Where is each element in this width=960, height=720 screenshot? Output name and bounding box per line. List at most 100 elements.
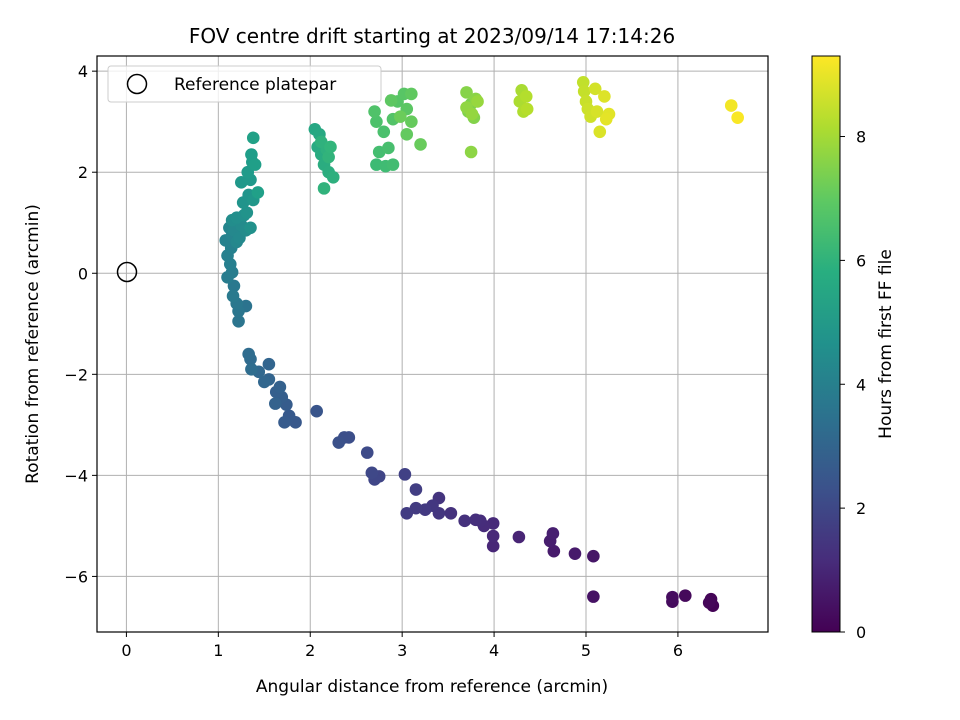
data-point bbox=[460, 86, 473, 99]
data-point bbox=[324, 140, 337, 154]
data-point bbox=[599, 112, 613, 126]
data-point bbox=[262, 357, 276, 371]
data-point bbox=[598, 90, 611, 103]
data-point bbox=[317, 182, 331, 195]
data-point bbox=[593, 125, 607, 139]
data-point bbox=[519, 90, 533, 103]
data-point bbox=[568, 547, 582, 560]
data-points bbox=[219, 75, 744, 613]
data-point bbox=[577, 85, 591, 98]
colorbar-tick-label: 6 bbox=[856, 251, 866, 270]
colorbar-tick-label: 8 bbox=[856, 128, 866, 147]
data-point bbox=[365, 466, 379, 480]
data-point bbox=[227, 279, 241, 293]
legend-label: Reference platepar bbox=[174, 75, 336, 95]
data-point bbox=[486, 539, 500, 553]
data-point bbox=[382, 141, 395, 155]
colorbar-tick-label: 4 bbox=[856, 375, 866, 394]
data-point bbox=[724, 99, 738, 112]
data-point bbox=[368, 105, 381, 118]
grid-lines bbox=[97, 56, 768, 632]
chart-title: FOV centre drift starting at 2023/09/14 … bbox=[189, 24, 675, 48]
data-point bbox=[409, 483, 423, 496]
data-point bbox=[273, 380, 287, 394]
x-tick-label: 0 bbox=[121, 641, 131, 660]
y-tick-label: −2 bbox=[64, 365, 88, 384]
data-point bbox=[587, 590, 600, 603]
legend-open-circle-icon bbox=[126, 73, 148, 95]
data-point bbox=[278, 416, 291, 429]
colorbar-tick-label: 2 bbox=[856, 499, 866, 518]
data-point bbox=[666, 590, 679, 604]
data-point bbox=[414, 138, 427, 151]
data-point bbox=[444, 506, 458, 520]
data-point bbox=[400, 128, 414, 141]
data-point bbox=[384, 94, 398, 107]
data-point bbox=[246, 131, 260, 145]
data-point bbox=[398, 468, 412, 481]
colorbar-ticks: 0 2 4 6 8 bbox=[840, 128, 866, 642]
data-point bbox=[588, 82, 602, 96]
data-point bbox=[576, 75, 590, 89]
y-tick-label: 0 bbox=[78, 264, 88, 283]
data-point bbox=[251, 186, 265, 199]
y-tick-label: −6 bbox=[64, 567, 88, 586]
legend-box bbox=[107, 65, 382, 103]
y-axis-label: Rotation from reference (arcmin) bbox=[23, 204, 43, 484]
data-point bbox=[512, 530, 526, 544]
data-point bbox=[547, 544, 561, 558]
data-point bbox=[377, 125, 391, 139]
data-point bbox=[458, 514, 471, 528]
data-point bbox=[731, 111, 744, 124]
data-point bbox=[486, 529, 500, 543]
data-point bbox=[465, 107, 479, 121]
data-point bbox=[587, 549, 600, 563]
data-point bbox=[245, 148, 258, 161]
data-point bbox=[405, 115, 418, 128]
data-point bbox=[310, 404, 323, 418]
data-point bbox=[546, 527, 560, 540]
data-point bbox=[590, 105, 604, 118]
data-point bbox=[386, 158, 400, 171]
y-axis-ticks: −6 −4 −2 0 2 4 bbox=[64, 62, 97, 586]
data-point bbox=[360, 446, 374, 459]
data-point bbox=[242, 347, 255, 361]
x-axis-label: Angular distance from reference (arcmin) bbox=[256, 677, 608, 697]
colorbar-tick-label: 0 bbox=[856, 623, 866, 642]
plot-frame bbox=[96, 55, 769, 633]
data-point bbox=[322, 150, 335, 164]
data-point bbox=[232, 314, 245, 328]
data-point bbox=[244, 221, 257, 235]
data-point bbox=[702, 596, 716, 609]
data-point bbox=[332, 436, 346, 449]
legend: Reference platepar bbox=[107, 65, 382, 103]
x-tick-label: 5 bbox=[581, 641, 591, 660]
x-tick-label: 1 bbox=[213, 641, 223, 660]
data-point bbox=[678, 589, 692, 602]
y-tick-label: 2 bbox=[78, 163, 88, 182]
data-point bbox=[326, 170, 340, 184]
data-point bbox=[471, 95, 484, 108]
x-tick-label: 2 bbox=[305, 641, 315, 660]
x-axis-ticks: 0 1 2 3 4 5 6 bbox=[121, 632, 683, 660]
data-point bbox=[464, 145, 478, 159]
reference-platepar-marker bbox=[116, 261, 138, 283]
data-point bbox=[405, 87, 418, 101]
data-point bbox=[520, 102, 534, 116]
y-tick-label: −4 bbox=[64, 466, 88, 485]
data-point bbox=[245, 362, 258, 376]
data-point bbox=[269, 397, 282, 410]
colorbar-label: Hours from first FF file bbox=[876, 249, 896, 439]
data-point bbox=[409, 501, 423, 515]
data-point bbox=[394, 110, 407, 123]
x-tick-label: 3 bbox=[397, 641, 407, 660]
data-point bbox=[226, 289, 240, 303]
data-point bbox=[248, 158, 262, 171]
data-point bbox=[314, 135, 328, 149]
colorbar bbox=[811, 55, 841, 633]
x-tick-label: 4 bbox=[489, 641, 499, 660]
data-point bbox=[469, 513, 483, 527]
y-tick-label: 4 bbox=[78, 62, 88, 81]
data-point bbox=[370, 115, 383, 128]
